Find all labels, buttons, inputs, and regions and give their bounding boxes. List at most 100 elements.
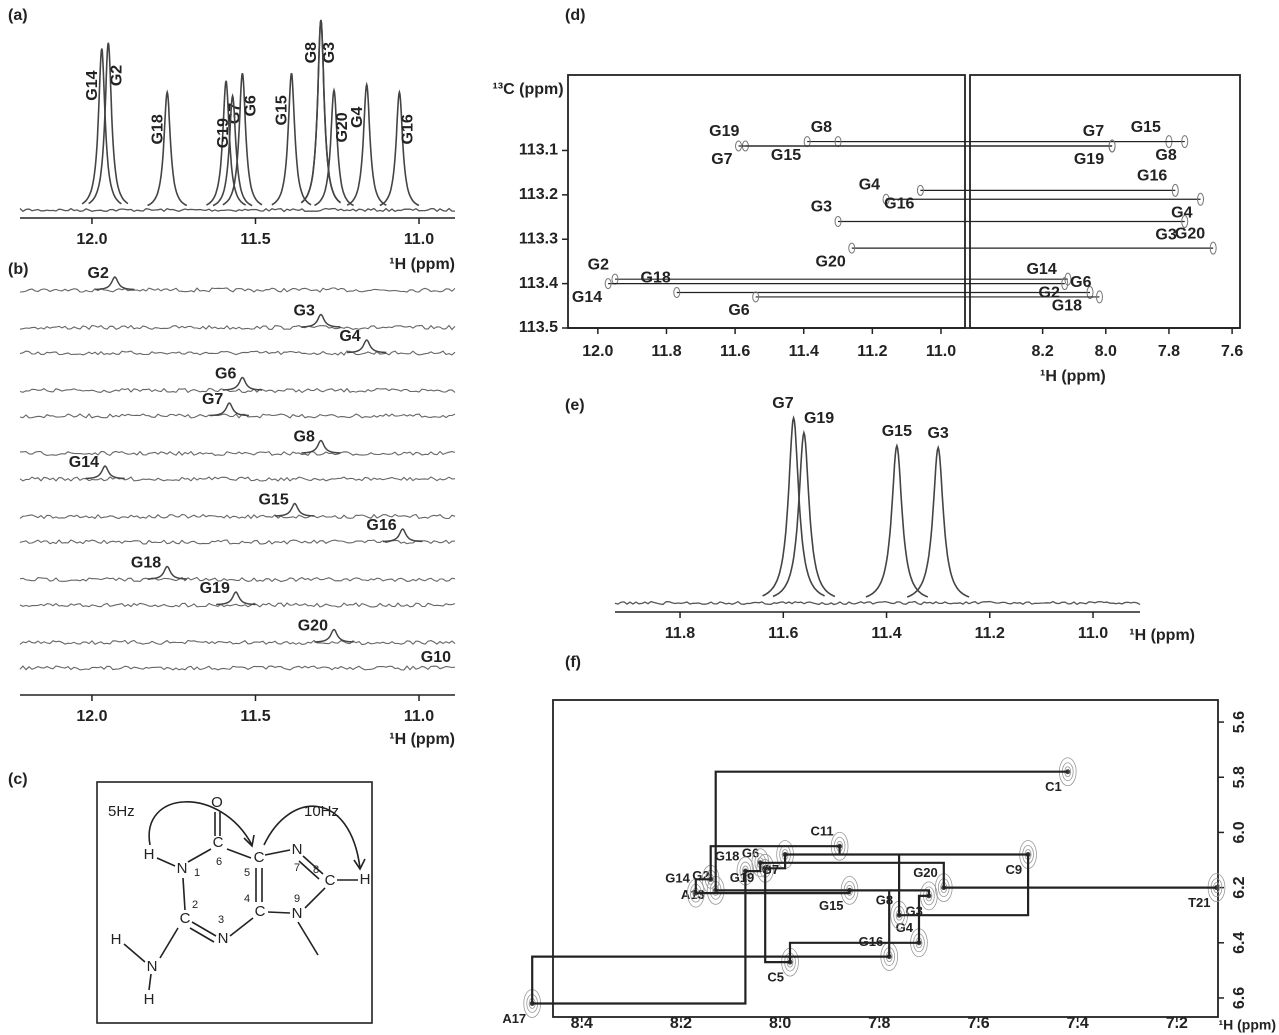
peak-label: G3: [927, 425, 948, 442]
cross-peak: [604, 278, 612, 290]
trace-noise: [19, 602, 456, 608]
trace-noise: [19, 539, 456, 545]
x-axis-label: ¹H (ppm): [389, 731, 455, 748]
trace-peak: [147, 565, 187, 580]
cross-peak: [1095, 290, 1103, 304]
peak-label: G18: [149, 114, 166, 144]
cross-peak: [834, 215, 842, 227]
peak-label: G15: [882, 423, 912, 440]
plot-frame: [552, 699, 1219, 1018]
trace-label: G10: [421, 649, 451, 666]
y-tick-label: 113.4: [519, 275, 558, 292]
peak-label: G18: [641, 270, 671, 287]
trace-label: G6: [215, 366, 236, 383]
peak-label: G2: [109, 65, 126, 86]
peak: [222, 73, 263, 206]
x-tick-label: 8.0: [769, 1015, 791, 1032]
trace-label: G19: [200, 580, 230, 597]
cross-peak: [673, 286, 681, 298]
cross-peak: [735, 140, 743, 152]
x-tick-label: 11.0: [404, 231, 434, 248]
bond: [297, 921, 319, 956]
plot-frame: [969, 74, 1241, 329]
trace-peak: [95, 276, 135, 291]
peak: [865, 443, 929, 598]
peak-label: G8: [1155, 147, 1176, 164]
arrow-head: [353, 858, 366, 871]
residue-label: G14: [665, 871, 690, 886]
bond: [191, 921, 217, 937]
baseline: [614, 600, 1141, 606]
trace-noise: [19, 576, 456, 583]
peak: [81, 48, 122, 205]
residue-label: A17: [502, 1011, 526, 1026]
x-axis-label: ¹H (ppm): [389, 256, 455, 273]
x-tick-label: 11.5: [240, 708, 270, 725]
trace-peak: [347, 339, 387, 354]
trace-label: G14: [69, 454, 99, 471]
peak-label: G14: [1026, 261, 1056, 278]
peak-label: G2: [588, 256, 609, 273]
x-tick-label: 11.0: [926, 343, 956, 360]
atom-number: 8: [313, 864, 319, 876]
peak: [762, 415, 825, 597]
x-axis-label: ¹H (ppm): [1218, 1017, 1276, 1033]
x-tick-label: 7.8: [1158, 343, 1180, 360]
coupling-arrow: [148, 801, 253, 846]
cross-peak: [916, 184, 924, 196]
peak-label: G20: [334, 112, 351, 142]
peak-label: G4: [349, 106, 366, 127]
atom-number: 9: [294, 893, 300, 905]
cross-peak: [1108, 139, 1116, 153]
trace-noise: [19, 287, 456, 293]
trace-label: G7: [202, 391, 223, 408]
bond: [264, 849, 291, 856]
trace-label: G4: [339, 328, 360, 345]
peak-label: G3: [1155, 227, 1176, 244]
y-tick-label: 6.0: [1231, 821, 1248, 843]
trace-noise: [19, 413, 456, 419]
atom: H: [111, 931, 122, 948]
sequential-walk: [531, 770, 1217, 1005]
peak-label: G8: [303, 42, 320, 63]
trace-peak: [275, 502, 315, 517]
residue-label: G16: [859, 934, 884, 949]
peak-label: G3: [321, 42, 338, 63]
structure-diagram: [96, 781, 373, 1024]
atom: H: [144, 846, 155, 863]
peak-label: G15: [274, 95, 291, 125]
y-tick-label: 113.1: [519, 142, 558, 159]
panel-label: (c): [8, 771, 28, 788]
trace-noise: [19, 513, 456, 520]
trace-peak: [301, 313, 341, 328]
x-tick-label: 7.6: [1221, 343, 1243, 360]
peak-label: G15: [1131, 119, 1161, 136]
peak-label: G4: [859, 176, 880, 193]
atom-number: 6: [216, 856, 222, 868]
trace-noise: [19, 387, 456, 394]
peak-label: G15: [771, 147, 801, 164]
residue-label: G4: [896, 920, 914, 935]
peak: [379, 89, 420, 207]
peak: [314, 87, 354, 207]
coupling-label: 10Hz: [304, 803, 339, 820]
trace-label: G3: [294, 303, 315, 320]
peak: [206, 80, 246, 206]
atom: H: [360, 871, 371, 888]
trace-peak: [314, 628, 354, 643]
bond: [182, 877, 186, 911]
x-tick-label: 12.0: [76, 708, 107, 725]
peak-label: G16: [884, 196, 914, 213]
residue-label: G18: [715, 848, 740, 863]
atom: N: [292, 841, 303, 858]
peak: [906, 444, 970, 598]
peak-label: G6: [243, 95, 260, 116]
peak-label: G8: [811, 119, 832, 136]
peak-label: G7: [772, 395, 793, 412]
bond: [267, 911, 291, 914]
residue-label: C1: [1045, 779, 1062, 794]
trace-label: G8: [294, 429, 315, 446]
trace-peak: [209, 402, 249, 417]
atom: O: [211, 794, 223, 811]
